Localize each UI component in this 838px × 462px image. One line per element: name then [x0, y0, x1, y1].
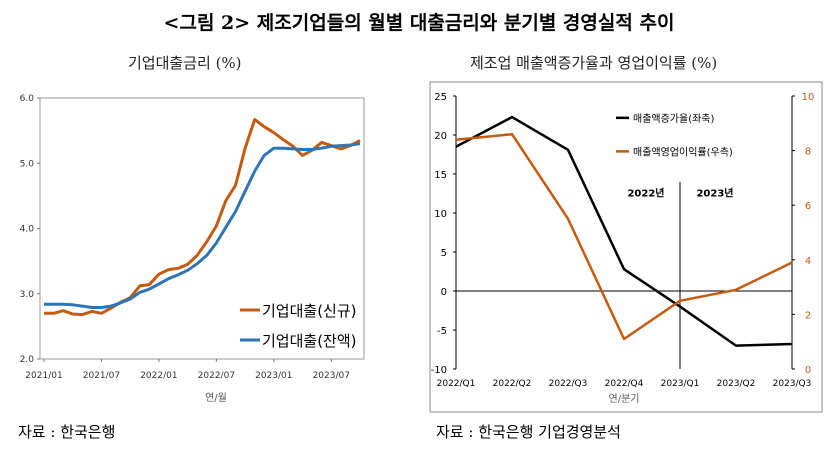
loan-rate-chart: 2.0 3.0 4.0 5.0 6.0 2021/01 2021/07 2022/01 2022… [20, 94, 365, 404]
x-tick-label: 2022/Q3 [549, 379, 588, 389]
x-tick-label: 2022/01 [140, 371, 177, 381]
x-tick-label: 2022/Q1 [437, 379, 476, 389]
series-line-operating-margin [455, 132, 793, 341]
y-tick-label: 2.0 [20, 355, 35, 365]
x-tick-label: 2021/01 [25, 371, 62, 381]
x-tick-label: 2023/07 [313, 371, 350, 381]
left-y-tick-label: 20 [434, 131, 447, 142]
series-line-outstanding-loans [44, 142, 361, 309]
right-y-tick-label: 6 [805, 201, 811, 212]
legend-label: 기업대출(신규) [262, 302, 357, 320]
left-source-note: 자료 : 한국은행 [18, 423, 116, 441]
x-tick-label: 2022/Q4 [605, 379, 644, 389]
y-tick-label: 3.0 [20, 290, 35, 300]
right-panel-title: 제조업 매출액증가율과 영업이익률 (%) [470, 54, 718, 72]
legend-label: 매출액증가율(좌축) [633, 113, 715, 125]
right-y-tick-label: 8 [805, 147, 811, 158]
left-y-tick-label: -5 [437, 326, 447, 337]
x-axis-title: 연/분기 [609, 393, 640, 405]
left-y-tick-label: 10 [434, 209, 447, 220]
right-y-tick-label: 10 [802, 92, 815, 103]
left-y-tick-label: 5 [441, 248, 447, 259]
y-tick-label: 4.0 [20, 225, 35, 235]
chart-border [429, 81, 823, 413]
x-tick-label: 2023/Q1 [661, 379, 700, 389]
legend-label: 기업대출(잔액) [262, 332, 357, 350]
annotation-2022: 2022년 [627, 187, 664, 200]
series-line-sales-growth [455, 115, 793, 347]
series-line-new-loans [44, 118, 361, 317]
left-y-tick-label: 25 [434, 92, 447, 103]
x-tick-label: 2021/07 [83, 371, 120, 381]
x-axis-title: 연/월 [205, 392, 227, 404]
sales-profit-chart: -10 -5 0 5 10 15 20 25 0 2 4 6 8 10 2022/Q1 2022/Q2 2022… [429, 81, 823, 413]
y-tick-label: 5.0 [20, 159, 35, 169]
left-y-tick-label: -10 [431, 365, 447, 376]
annotation-2023: 2023년 [696, 187, 733, 200]
x-tick-label: 2022/07 [198, 371, 235, 381]
x-tick-label: 2023/01 [255, 371, 292, 381]
x-tick-label: 2022/Q2 [493, 379, 532, 389]
y-tick-label: 6.0 [20, 94, 35, 104]
left-y-tick-label: 0 [441, 287, 447, 298]
right-y-tick-label: 4 [805, 256, 811, 267]
right-source-note: 자료 : 한국은행 기업경영분석 [436, 423, 621, 441]
left-y-tick-label: 15 [434, 170, 447, 181]
figure-title: <그림 2> 제조기업들의 월별 대출금리와 분기별 경영실적 추이 [163, 12, 675, 34]
x-tick-label: 2023/Q2 [717, 379, 756, 389]
x-tick-label: 2023/Q3 [773, 379, 812, 389]
right-y-tick-label: 2 [805, 310, 811, 321]
right-y-tick-label: 0 [805, 365, 811, 376]
left-panel-title: 기업대출금리 (%) [128, 54, 242, 72]
legend-label: 매출액영업이익률(우측) [633, 145, 733, 158]
